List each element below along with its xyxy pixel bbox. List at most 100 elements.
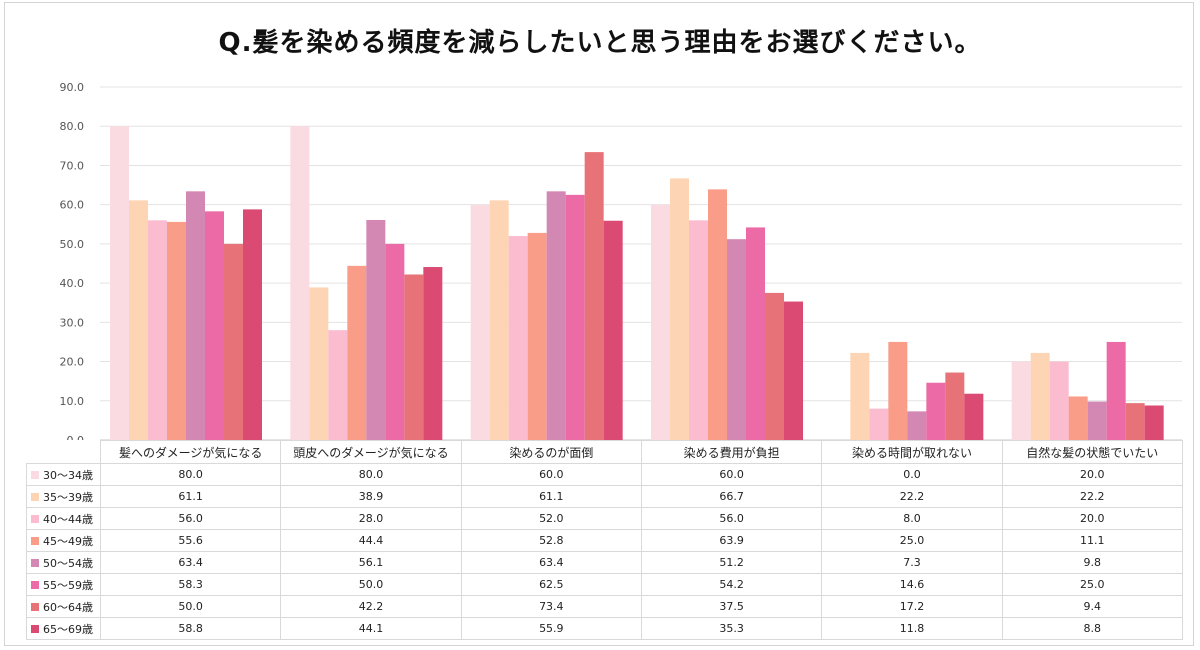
data-cell: 61.1 (460, 485, 642, 508)
bar (489, 200, 509, 440)
data-cell: 80.0 (280, 463, 462, 486)
data-cell: 44.4 (280, 529, 462, 552)
data-cell: 63.4 (460, 551, 642, 574)
data-cell: 55.9 (460, 617, 642, 640)
data-cell: 9.8 (1001, 551, 1183, 574)
data-cell: 28.0 (280, 507, 462, 530)
data-cell: 9.4 (1001, 595, 1183, 618)
bar (110, 126, 129, 440)
data-cell: 11.1 (1001, 529, 1183, 552)
bar (148, 220, 167, 440)
series-name: 30～34歳 (43, 468, 93, 482)
series-name: 35～39歳 (43, 490, 93, 504)
bar (347, 265, 367, 440)
bar (746, 227, 765, 440)
data-cell: 55.6 (99, 529, 282, 552)
bar (423, 267, 443, 440)
y-tick-label: 90.0 (60, 81, 85, 94)
data-cell: 22.2 (821, 485, 1003, 508)
data-cell: 37.5 (640, 595, 823, 618)
bar (945, 372, 965, 440)
data-cell: 63.4 (99, 551, 282, 574)
bar (366, 219, 386, 440)
bar (243, 209, 262, 440)
series-name: 40～44歳 (43, 512, 93, 526)
y-tick-label: 40.0 (60, 277, 85, 290)
series-name: 45～49歳 (43, 534, 93, 548)
legend-swatch (31, 514, 39, 523)
series-label: 30～34歳 (26, 463, 101, 486)
bar (708, 189, 727, 440)
bar (205, 211, 224, 440)
data-cell: 22.2 (1001, 485, 1183, 508)
series-label: 50～54歳 (26, 551, 101, 574)
category-label: 髪へのダメージが気になる (99, 440, 282, 464)
bar (964, 393, 984, 440)
data-cell: 52.0 (460, 507, 642, 530)
bar (385, 243, 405, 440)
data-cell: 56.1 (280, 551, 462, 574)
series-name: 65～69歳 (43, 622, 93, 636)
bar (546, 191, 566, 440)
data-cell: 51.2 (640, 551, 823, 574)
legend-swatch (31, 580, 39, 589)
data-cell: 56.0 (99, 507, 282, 530)
data-cell: 7.3 (821, 551, 1003, 574)
data-cell: 63.9 (640, 529, 823, 552)
gridlines (100, 86, 1182, 440)
category-label: 染める費用が負担 (640, 440, 823, 464)
bar (850, 352, 870, 440)
data-cell: 11.8 (821, 617, 1003, 640)
data-cell: 8.0 (821, 507, 1003, 530)
y-tick-label: 30.0 (60, 316, 85, 329)
series-name: 60～64歳 (43, 600, 93, 614)
legend-swatch (31, 602, 39, 611)
table-row: 30～34歳 80.0 80.0 60.0 60.0 0.0 20.0 (26, 463, 1183, 486)
data-cell: 25.0 (821, 529, 1003, 552)
legend-swatch (31, 492, 39, 501)
data-cell: 50.0 (99, 595, 282, 618)
data-cell: 20.0 (1001, 463, 1183, 486)
data-cell: 50.0 (280, 573, 462, 596)
data-cell: 38.9 (280, 485, 462, 508)
bars (110, 126, 1164, 440)
y-tick-label: 50.0 (60, 238, 85, 251)
table-corner (26, 440, 101, 464)
data-cell: 58.3 (99, 573, 282, 596)
table-row: 35～39歳 61.1 38.9 61.1 66.7 22.2 22.2 (26, 485, 1183, 508)
y-tick-label: 70.0 (60, 159, 85, 172)
table-row: 65～69歳 58.8 44.1 55.9 35.3 11.8 8.8 (26, 617, 1183, 640)
data-cell: 73.4 (460, 595, 642, 618)
data-cell: 42.2 (280, 595, 462, 618)
bar (727, 239, 746, 440)
data-cell: 62.5 (460, 573, 642, 596)
series-label: 40～44歳 (26, 507, 101, 530)
data-cell: 52.8 (460, 529, 642, 552)
chart-title: Q.髪を染める頻度を減らしたいと思う理由をお選びください。 (218, 28, 982, 58)
data-cell: 44.1 (280, 617, 462, 640)
category-label: 染めるのが面倒 (460, 440, 642, 464)
series-label: 35～39歳 (26, 485, 101, 508)
bar (309, 287, 329, 440)
bar (689, 220, 708, 440)
y-tick-label: 0.0 (67, 434, 85, 440)
bar (651, 204, 670, 440)
table-row: 50～54歳 63.4 56.1 63.4 51.2 7.3 9.8 (26, 551, 1183, 574)
data-cell: 58.8 (99, 617, 282, 640)
data-cell: 20.0 (1001, 507, 1183, 530)
data-cell: 56.0 (640, 507, 823, 530)
table-row: 60～64歳 50.0 42.2 73.4 37.5 17.2 9.4 (26, 595, 1183, 618)
bar (508, 236, 528, 440)
series-label: 60～64歳 (26, 595, 101, 618)
bar (603, 220, 623, 440)
bar (926, 382, 946, 440)
bar (1144, 405, 1164, 440)
data-cell: 25.0 (1001, 573, 1183, 596)
legend-swatch (31, 558, 39, 567)
bar (167, 221, 186, 440)
bar (670, 178, 689, 440)
bar (290, 126, 310, 440)
bar (1011, 361, 1031, 440)
data-table: 髪へのダメージが気になる 頭皮へのダメージが気になる 染めるのが面倒 染める費用が負担… (26, 440, 1183, 640)
series-label: 65～69歳 (26, 617, 101, 640)
